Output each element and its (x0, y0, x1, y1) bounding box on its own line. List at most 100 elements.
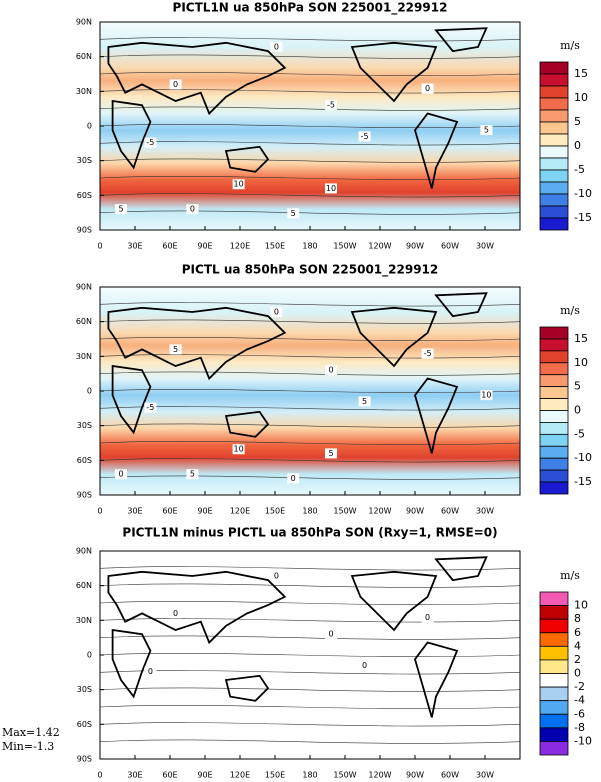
map-field (100, 551, 520, 759)
x-tick-label: 120W (368, 242, 391, 251)
x-tick-label: 120E (230, 507, 250, 516)
y-tick-label: 90S (77, 226, 92, 235)
colorbar-label: 6 (574, 626, 581, 639)
y-tick-label: 30S (77, 156, 92, 165)
contour-label: 10 (326, 184, 336, 193)
coastline (224, 674, 270, 702)
x-tick-label: 120W (368, 771, 391, 780)
contour-label: 0 (425, 84, 430, 93)
colorbar-box (539, 97, 569, 111)
x-tick-label: 0 (97, 771, 102, 780)
contour-line (99, 600, 521, 606)
y-tick-label: 0 (87, 387, 92, 396)
colorbar-label: -15 (574, 475, 592, 488)
x-tick-label: 150W (333, 242, 356, 251)
x-tick-label: 60E (162, 507, 177, 516)
colorbar-box (539, 350, 569, 364)
x-tick-label: 30W (476, 771, 494, 780)
y-tick-label: 90S (77, 491, 92, 500)
contour-label-bg (358, 396, 371, 407)
contour-label: 5 (118, 205, 123, 214)
contour-label-bg (325, 448, 337, 459)
colorbar-box (539, 457, 569, 471)
contour-line (99, 722, 521, 727)
colorbar-box (539, 632, 569, 647)
colorbar-label: -5 (574, 163, 585, 176)
y-tick-label: 90N (76, 283, 92, 292)
colorbar-box (539, 157, 569, 171)
coastline (414, 641, 459, 718)
colorbar-box (539, 338, 569, 352)
x-tick-label: 30E (127, 507, 142, 516)
x-tick-label: 180 (302, 507, 317, 516)
contour-line (99, 336, 521, 342)
colorbar-label: 15 (574, 67, 588, 80)
contour-line (99, 458, 521, 463)
x-tick-label: 90E (197, 771, 212, 780)
contour-label-bg (421, 348, 434, 359)
colorbar-box (539, 469, 569, 483)
x-tick-label: 150W (333, 771, 356, 780)
coastline (111, 99, 152, 170)
colorbar-label: 10 (574, 599, 588, 612)
contour-label: 0 (173, 80, 178, 89)
coastline (434, 292, 488, 318)
colorbar-label: -6 (574, 707, 585, 720)
contour-label-bg (144, 402, 157, 413)
colorbar-label: 0 (574, 404, 581, 417)
y-tick-label: 60S (77, 456, 92, 465)
colorbar-box (539, 398, 569, 411)
contour-line (99, 687, 521, 692)
coastline (111, 364, 152, 435)
x-tick-label: 60W (441, 242, 459, 251)
coastline (107, 570, 287, 645)
y-tick-label: 30N (76, 87, 92, 96)
coastline (350, 570, 438, 632)
colorbar-box (539, 410, 569, 423)
x-tick-label: 90W (406, 242, 424, 251)
contour-label-bg (144, 137, 157, 148)
contour-label-bg (358, 660, 371, 671)
contour-label-bg (325, 183, 337, 194)
colorbar-label: -10 (574, 187, 592, 200)
colorbar-label: 15 (574, 332, 588, 345)
coastline (107, 41, 287, 116)
contour-line (99, 106, 521, 111)
colorbar-unit: m/s (560, 569, 580, 582)
coastline (350, 41, 438, 103)
x-tick-label: 150E (265, 507, 285, 516)
colorbar-label: -10 (574, 451, 592, 464)
y-tick-label: 90S (77, 755, 92, 764)
contour-label: -5 (146, 138, 154, 147)
contour-label-bg (115, 469, 127, 480)
x-tick-label: 0 (97, 242, 102, 251)
x-tick-label: 120E (230, 771, 250, 780)
colorbar-box (539, 169, 569, 183)
y-tick-label: 30S (77, 685, 92, 694)
contour-label-bg (325, 629, 337, 640)
contour-line (99, 440, 521, 446)
contour-line (99, 158, 521, 163)
y-tick-label: 30N (76, 616, 92, 625)
colorbar-box (539, 727, 569, 742)
y-tick-label: 60N (76, 581, 92, 590)
x-tick-label: 60W (441, 507, 459, 516)
colorbar-box (539, 217, 569, 231)
colorbar-box (539, 133, 569, 147)
contour-label-bg (421, 612, 434, 623)
contour-label: 0 (274, 571, 279, 580)
contour-line (99, 371, 521, 376)
y-tick-label: 60N (76, 317, 92, 326)
y-tick-label: 30N (76, 352, 92, 361)
contour-label: 0 (328, 630, 333, 639)
stat-label: Max=1.42 (2, 726, 60, 739)
x-tick-label: 150E (265, 242, 285, 251)
stat-label: Min=-1.3 (2, 740, 54, 753)
colorbar-box (539, 121, 569, 135)
contour-line (99, 302, 521, 307)
contour-label: -5 (327, 101, 335, 110)
contour-label-bg (169, 608, 182, 619)
colorbar-box (539, 741, 569, 756)
x-tick-label: 120W (368, 507, 391, 516)
contour-label: 0 (291, 474, 296, 483)
